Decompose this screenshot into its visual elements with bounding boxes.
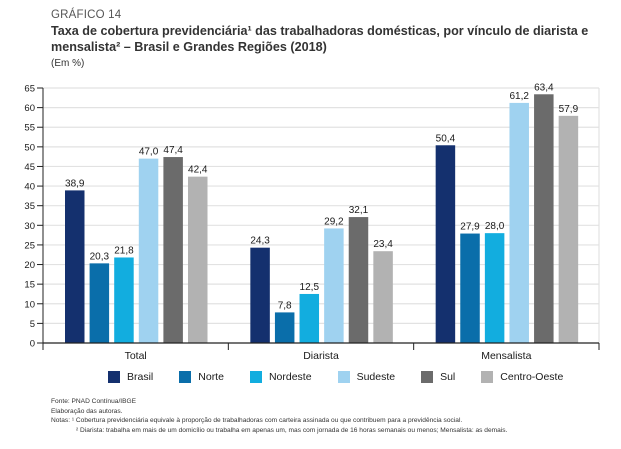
- data-label: 29,2: [324, 216, 344, 227]
- y-tick-label: 35: [24, 201, 35, 212]
- source-note: Fonte: PNAD Contínua/IBGE: [51, 398, 137, 405]
- bar-norte-total: [89, 263, 110, 343]
- data-label: 24,3: [250, 236, 270, 247]
- chart-title: Taxa de cobertura previdenciária¹ das tr…: [51, 24, 589, 54]
- legend-label: Sul: [440, 371, 456, 383]
- bar-norte-mensalista: [460, 233, 480, 343]
- legend-item: Sudeste: [337, 371, 396, 383]
- data-label: 21,8: [114, 245, 134, 256]
- bar-brasil-total: [65, 190, 85, 343]
- y-tick-label: 30: [24, 221, 35, 232]
- legend-label: Sudeste: [356, 371, 396, 383]
- legend: Brasil Norte Nordeste Sudeste Sul Centro-Oest…: [108, 371, 589, 383]
- unit-label: (Em %): [51, 58, 85, 69]
- data-label: 27,9: [460, 222, 480, 233]
- data-label: 28,0: [485, 221, 505, 232]
- data-label: 7,8: [278, 300, 292, 311]
- y-tick-label: 25: [24, 240, 35, 251]
- y-tick-label: 65: [24, 84, 35, 95]
- bar-sudeste-diarista: [324, 228, 344, 343]
- y-tick-label: 5: [30, 319, 35, 330]
- bars: [65, 94, 579, 344]
- bar-sul-mensalista: [534, 94, 554, 344]
- data-label: 20,3: [90, 251, 110, 262]
- legend-item: Norte: [179, 371, 224, 383]
- y-tick-label: 45: [24, 162, 35, 173]
- y-tick-label: 0: [30, 339, 35, 350]
- gridlines: [43, 87, 600, 343]
- bar-centro-oeste-mensalista: [558, 115, 579, 343]
- data-labels: 38,9 20,3 21,8 47,0 47,4 42,4 24,3 7,8 12,5 29,2 3…: [65, 82, 579, 311]
- legend-label: Centro-Oeste: [500, 371, 564, 383]
- legend-label: Norte: [198, 371, 224, 383]
- data-label: 47,0: [139, 147, 159, 158]
- legend-label: Nordeste: [268, 371, 312, 383]
- bar-sul-total: [163, 157, 183, 343]
- y-tick-label: 15: [24, 280, 35, 291]
- data-label: 23,4: [373, 239, 393, 250]
- bar-brasil-diarista: [250, 247, 270, 343]
- y-tick-label: 20: [24, 260, 35, 271]
- y-tick-label: 10: [24, 299, 35, 310]
- bar-centro-oeste-total: [188, 176, 208, 343]
- x-category-label: Diarista: [303, 350, 339, 362]
- bar-nordeste-diarista: [299, 293, 320, 343]
- legend-swatch: [108, 371, 120, 383]
- data-label: 61,2: [509, 91, 529, 102]
- x-category-label: Total: [125, 350, 147, 362]
- data-label: 57,9: [559, 104, 579, 115]
- legend-item: Brasil: [108, 371, 153, 383]
- y-tick-label: 55: [24, 123, 35, 134]
- bar-sudeste-total: [138, 158, 159, 343]
- footnotes: Fonte: PNAD Contínua/IBGE Elaboração das…: [51, 397, 507, 435]
- legend-label: Brasil: [127, 371, 154, 383]
- legend-item: Nordeste: [249, 371, 312, 383]
- note-1: Notas: ¹ Cobertura previdenciária equiva…: [51, 417, 463, 425]
- legend-swatch: [421, 371, 434, 383]
- legend-swatch: [337, 371, 350, 383]
- note-2: ² Diarista: trabalha em mais de um domic…: [76, 426, 508, 434]
- y-tick-label: 60: [24, 103, 35, 114]
- y-tick-label: 40: [24, 182, 35, 193]
- data-label: 12,5: [300, 282, 320, 293]
- bar-brasil-mensalista: [435, 145, 456, 343]
- legend-swatch: [179, 371, 192, 383]
- legend-swatch: [249, 371, 262, 383]
- data-label: 63,4: [534, 82, 554, 93]
- axes: 0 5 10 15 20 25 30 35 40 45 50 55 60 65 Total Diarista M…: [24, 84, 600, 362]
- legend-item: Sul: [421, 371, 455, 383]
- bar-sudeste-mensalista: [509, 102, 529, 344]
- legend-item: Centro-Oeste: [481, 371, 563, 383]
- bar-nordeste-mensalista: [484, 233, 505, 343]
- bar-sul-diarista: [348, 217, 369, 343]
- figure-number: GRÁFICO 14: [51, 9, 122, 21]
- data-label: 50,4: [436, 133, 456, 144]
- legend-swatch: [481, 371, 494, 383]
- bar-centro-oeste-diarista: [373, 251, 393, 343]
- data-label: 42,4: [188, 165, 208, 176]
- data-label: 38,9: [65, 178, 85, 189]
- data-label: 47,4: [163, 145, 183, 156]
- data-label: 32,1: [349, 205, 369, 216]
- y-tick-label: 50: [24, 142, 35, 153]
- x-category-label: Mensalista: [481, 350, 531, 362]
- bar-nordeste-total: [114, 257, 134, 343]
- bar-norte-diarista: [274, 312, 295, 343]
- elaboration-note: Elaboração das autoras.: [51, 407, 123, 415]
